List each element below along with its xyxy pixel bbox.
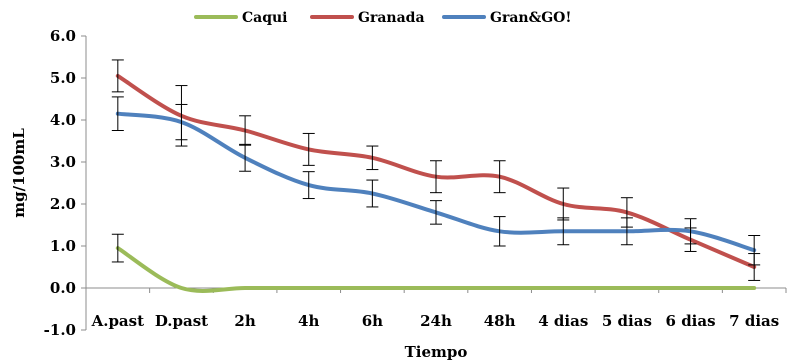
y-axis: -1.0 0.0 1.0 2.0 3.0 4.0 5.0 6.0: [44, 27, 87, 339]
y-axis-title: mg/100mL: [10, 128, 28, 218]
legend: Caqui Granada Gran&GO!: [194, 10, 572, 26]
x-tick-label: 48h: [484, 312, 516, 330]
y-tick-label: 6.0: [50, 27, 76, 45]
x-tick-label: 2h: [234, 312, 255, 330]
error-bars: [111, 59, 761, 281]
y-tick-label: 0.0: [50, 279, 76, 297]
series-line: [115, 246, 757, 293]
x-tick-label: 24h: [420, 312, 452, 330]
legend-label: Caqui: [242, 10, 288, 26]
x-tick-label: 5 dias: [602, 312, 652, 330]
x-tick-label: 4 dias: [538, 312, 588, 330]
x-axis-title: Tiempo: [405, 343, 468, 361]
y-tick-label: 4.0: [50, 111, 76, 129]
x-tick-label: 4h: [298, 312, 319, 330]
y-tick-label: -1.0: [44, 321, 76, 339]
legend-label: Granada: [358, 10, 425, 26]
x-tick-label: 7 dias: [729, 312, 779, 330]
x-tick-label: 6h: [362, 312, 383, 330]
y-tick-label: 1.0: [50, 237, 76, 255]
y-tick-label: 3.0: [50, 153, 76, 171]
x-tick-label: A.past: [91, 312, 145, 330]
x-tick-label: D.past: [155, 312, 208, 330]
x-tick-label: 6 dias: [666, 312, 716, 330]
y-tick-label: 5.0: [50, 69, 76, 87]
legend-label: Gran&GO!: [490, 10, 572, 26]
x-axis: A.past D.past 2h 4h 6h 24h 48h 4 dias 5 dias 6 di…: [85, 287, 787, 330]
y-tick-label: 2.0: [50, 195, 76, 213]
